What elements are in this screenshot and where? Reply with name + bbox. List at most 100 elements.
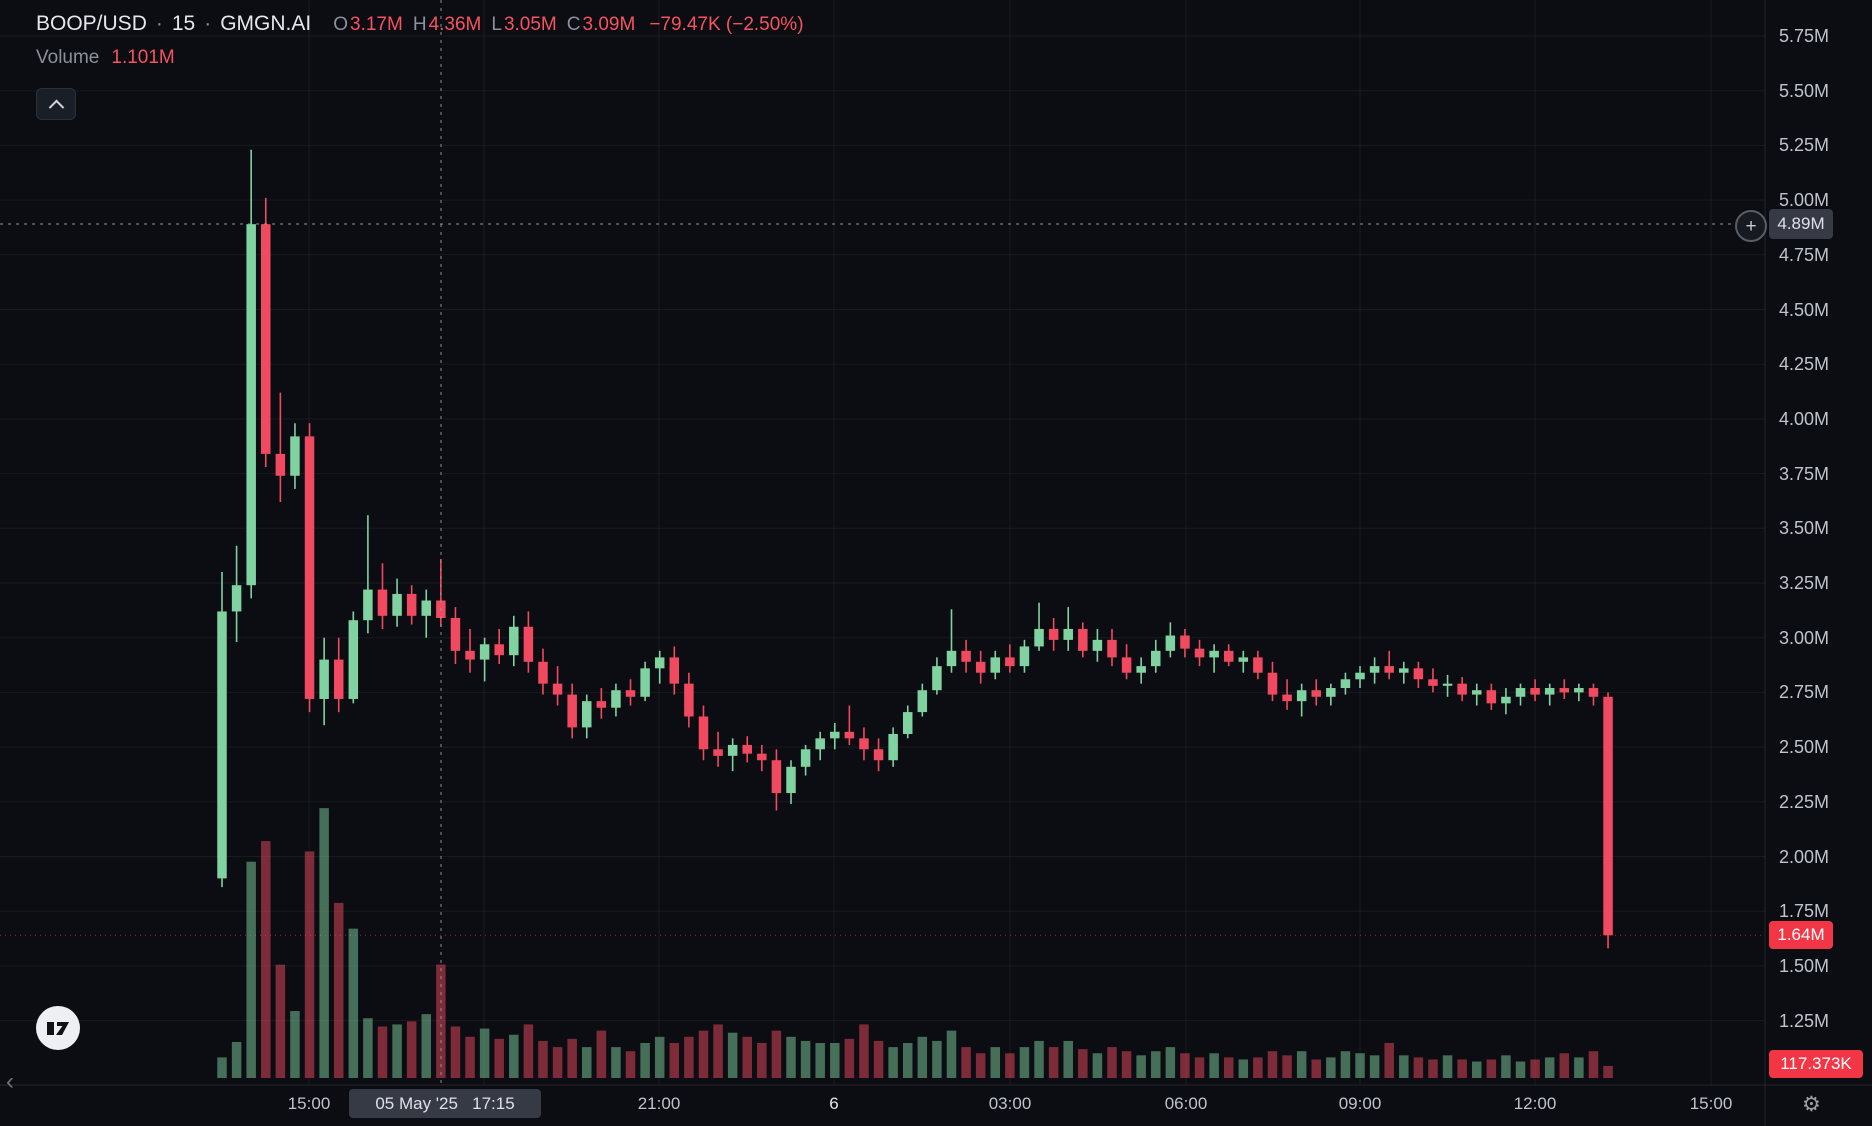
candle-body [1428,679,1438,686]
price-axis-label: 4.50M [1779,299,1830,320]
candle-body [421,600,432,616]
candle-body [1209,650,1219,658]
volume-bar [1034,1040,1044,1078]
candle-body [1092,639,1103,651]
candle-body [917,690,928,713]
volume-bar [1048,1047,1059,1078]
candle-body [450,618,461,651]
candle-body [1326,688,1336,697]
time-axis[interactable]: 15:00 21:00 6 03:00 06:00 09:00 12:00 15:00 [0,1085,1872,1126]
symbol-title[interactable]: BOOP/USD [36,12,147,35]
last-price-label: 1.64M [1769,921,1833,949]
axis-settings-button[interactable]: ⚙ [1802,1092,1821,1117]
volume-bar [1369,1055,1380,1078]
candle-body [859,738,869,750]
volume-bar [1253,1057,1263,1078]
volume-bar [479,1028,490,1078]
volume-bar [275,964,286,1078]
candle-body [1515,688,1526,697]
price-axis-label: 4.00M [1779,408,1830,429]
volume-bar [450,1026,461,1078]
gear-icon: ⚙ [1802,1093,1821,1116]
volume-bar [1428,1059,1438,1078]
time-axis-label: 6 [829,1094,839,1113]
candle-body [1267,672,1278,695]
volume-bar [1340,1051,1351,1078]
ohlc-values: O 3.17M H 4.36M L 3.05M C 3.09M −79.47K (−2.… [333,14,803,36]
volume-bar [1399,1055,1409,1078]
crosshair-price-label: 4.89M [1769,209,1833,239]
exchange-name[interactable]: GMGN.AI [220,12,312,35]
price-axis-label: 4.75M [1779,244,1830,265]
volume-bar [684,1036,694,1078]
volume-bar [873,1040,884,1078]
candle-body [304,436,315,699]
candle-body [830,731,840,739]
candle-body [1399,668,1409,673]
legend-collapse-button[interactable] [36,88,76,120]
candle-body [538,661,548,684]
volume-bar [421,1014,432,1078]
volume-legend-row: Volume 1.101M [36,47,804,69]
volume-bar [961,1047,971,1078]
volume-bar [246,861,256,1078]
candle-body [669,657,680,684]
scroll-left-button[interactable]: ‹ [6,1068,14,1096]
crosshair [0,0,1765,1085]
volume-bar [552,1047,563,1078]
volume-bar [333,902,344,1078]
price-axis-label: 1.75M [1779,901,1830,922]
price-axis[interactable]: 5.75M 5.50M 5.25M 5.00M 4.75M 4.50M 4.25M 4.00M… [1765,0,1872,1085]
volume-bar [1530,1059,1540,1078]
volume-bar [1238,1059,1249,1078]
candle-body [713,749,723,756]
price-axis-label: 5.50M [1779,80,1830,101]
volume-bar [509,1034,519,1078]
price-axis-label: 1.25M [1779,1010,1830,1031]
volume-bar [757,1042,767,1078]
candle-body [1457,683,1467,695]
interval-value[interactable]: 15 [171,12,196,35]
price-axis-plus-button[interactable]: + [1735,210,1767,242]
volume-bar [990,1047,1001,1078]
legend-separator: · [155,12,163,35]
candle-body [1136,666,1146,673]
volume-bar [1384,1042,1394,1078]
candle-body [1078,628,1088,651]
volume-bar [1471,1061,1482,1078]
volume-indicator-title[interactable]: Volume [36,47,100,68]
candle-body [494,644,504,656]
volume-bar [1326,1057,1336,1078]
tradingview-logo[interactable] [34,1004,82,1057]
time-axis-label: 06:00 [1164,1094,1208,1113]
high-key: H [412,14,427,35]
candle-body [1282,694,1292,702]
volume-bar [290,1011,300,1078]
open-value: 3.17M [350,14,403,35]
candle-body [1588,688,1599,697]
volume-bar [1151,1051,1161,1078]
volume-bar [1019,1047,1030,1078]
candle-body [348,620,359,699]
volume-bar [567,1038,577,1078]
close-key: C [566,14,581,35]
candle-body [786,766,796,794]
volume-bar [1223,1057,1234,1078]
candle-body [1194,648,1205,658]
candle-body [231,585,242,612]
volume-bar [596,1030,607,1078]
candle-body [523,626,534,662]
volume-bar [844,1038,855,1078]
volume-bar [1413,1057,1424,1078]
candle-body [1501,696,1511,704]
volume-bar [1311,1059,1321,1078]
candle-body [1121,657,1132,673]
volume-bar [611,1047,621,1078]
candle-body [1238,657,1249,662]
candle-body [902,712,913,734]
high-value: 4.36M [428,14,482,35]
candle-body [1005,657,1015,667]
candle-body [596,701,607,708]
